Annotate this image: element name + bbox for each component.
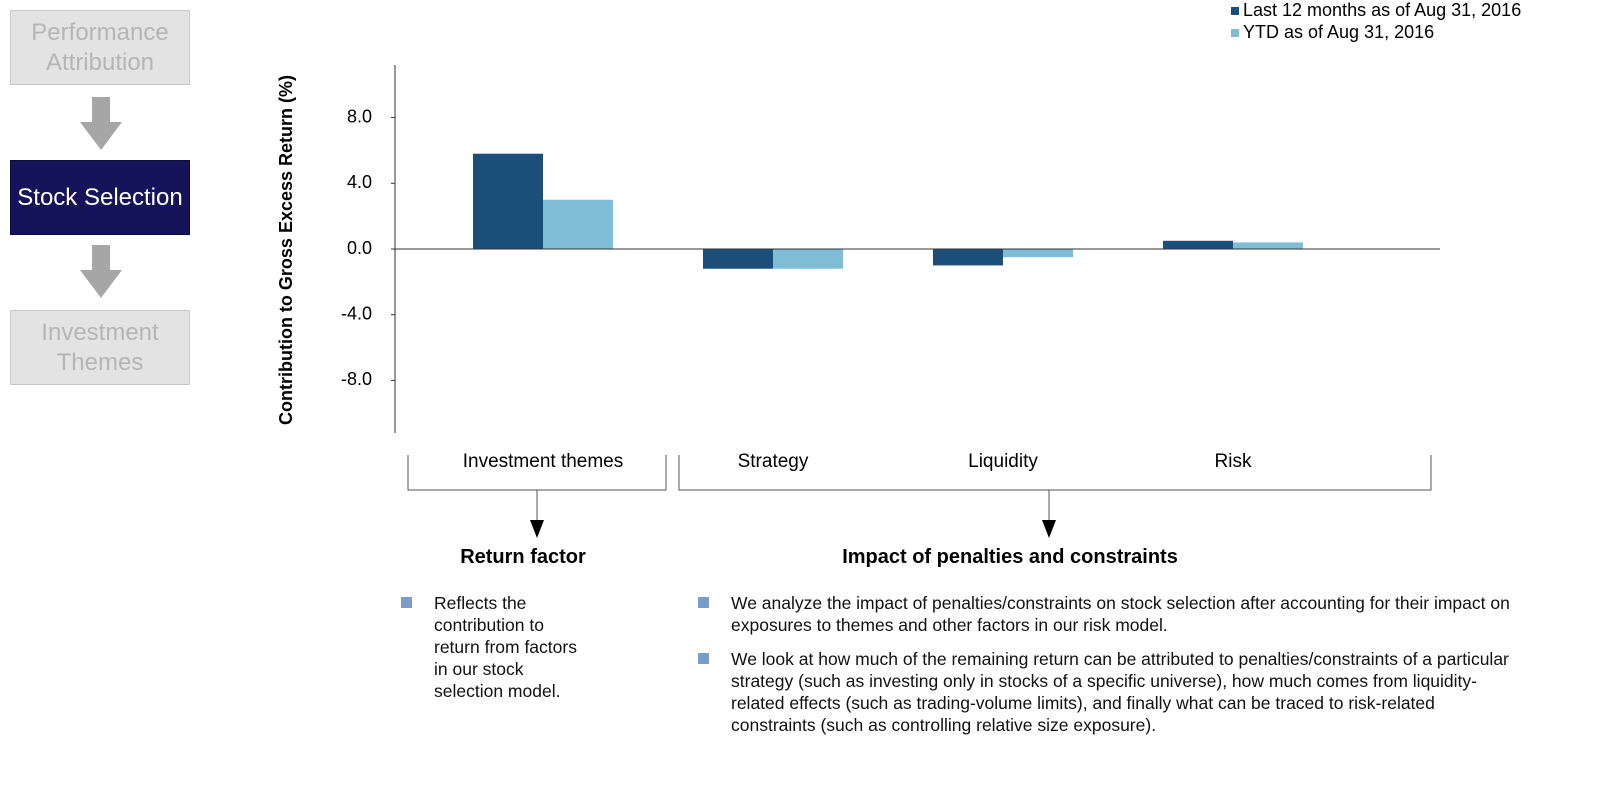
- y-tick-label: 4.0: [347, 172, 372, 192]
- arrow: [530, 520, 544, 538]
- bar: [473, 153, 543, 249]
- bar: [703, 249, 773, 269]
- bullet-text: We analyze the impact of penalties/const…: [731, 593, 1510, 635]
- nav-step: Investment Themes: [10, 310, 190, 385]
- x-tick-label: Risk: [1215, 451, 1252, 472]
- group-title: Impact of penalties and constraints: [842, 546, 1178, 568]
- legend-label: YTD as of Aug 31, 2016: [1243, 22, 1434, 42]
- group-title: Return factor: [460, 546, 586, 568]
- y-axis-label: Contribution to Gross Excess Return (%): [276, 75, 296, 425]
- legend-swatch: [1231, 7, 1239, 15]
- x-tick-label: Investment themes: [463, 451, 624, 472]
- bar: [933, 249, 1003, 266]
- legend-label: Last 12 months as of Aug 31, 2016: [1243, 0, 1521, 20]
- brackets: [407, 455, 1432, 522]
- bar: [1233, 242, 1303, 249]
- nav-arrows: [80, 97, 122, 298]
- bullet-text: We look at how much of the remaining ret…: [731, 649, 1509, 735]
- bar: [1163, 240, 1233, 249]
- arrow: [1042, 520, 1056, 538]
- bar: [543, 199, 613, 249]
- bar: [773, 249, 843, 269]
- y-tick-label: -4.0: [341, 303, 372, 323]
- y-tick-label: -8.0: [341, 369, 372, 389]
- bullet-icon: [401, 597, 412, 608]
- bullet-icon: [698, 653, 709, 664]
- x-tick-label: Strategy: [738, 451, 809, 472]
- bar: [1003, 249, 1073, 258]
- y-tick-label: 0.0: [347, 238, 372, 258]
- legend-swatch: [1231, 29, 1239, 37]
- bullet-text: Reflects the contribution to return from…: [434, 593, 577, 701]
- nav-step-active: Stock Selection: [10, 160, 190, 235]
- y-tick-label: 8.0: [347, 106, 372, 126]
- x-tick-label: Liquidity: [968, 451, 1038, 472]
- nav-step: Performance Attribution: [10, 10, 190, 85]
- bullet-icon: [698, 597, 709, 608]
